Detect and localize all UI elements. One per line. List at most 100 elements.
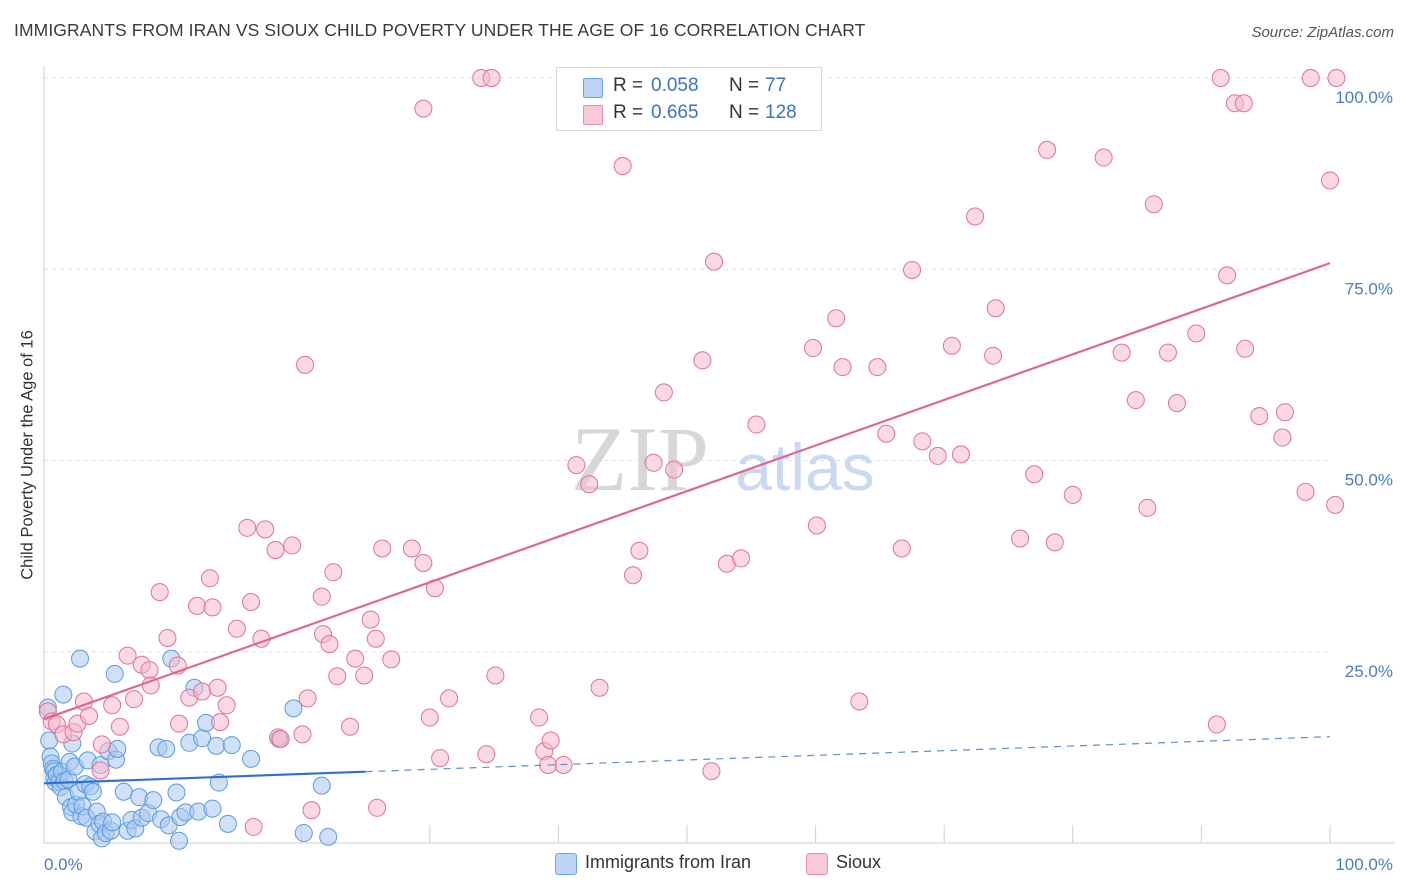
sioux-point [1126, 391, 1145, 410]
sioux-point [271, 729, 290, 748]
sioux-point [654, 383, 673, 402]
sioux-point [346, 649, 365, 668]
sioux-point [942, 336, 961, 355]
iran-point [242, 749, 261, 768]
sioux-point [928, 446, 947, 465]
sioux-point [1025, 465, 1044, 484]
sioux-point [125, 690, 144, 709]
iran-point [319, 827, 338, 846]
sioux-point [1327, 69, 1346, 87]
sioux-point [402, 539, 421, 558]
trend-line-sioux [43, 262, 1331, 721]
sioux-point [1250, 407, 1269, 426]
sioux-point [613, 156, 632, 175]
sioux-point [373, 539, 392, 558]
sioux-point [158, 628, 177, 647]
legend-n-value-iran: 77 [765, 75, 787, 96]
sioux-point [1207, 715, 1226, 734]
sioux-point [986, 299, 1005, 318]
sioux-point [903, 261, 922, 280]
sioux-point [312, 587, 331, 606]
sioux-point [188, 596, 207, 615]
sioux-point [807, 516, 826, 535]
legend-r-label: R = [613, 102, 644, 123]
sioux-point [366, 629, 385, 648]
watermark-zip: ZIP [571, 408, 709, 510]
sioux-point [355, 666, 374, 685]
sioux-point [477, 745, 496, 764]
x-tick-label: 0.0% [44, 855, 83, 874]
sioux-point [966, 207, 985, 226]
sioux-point [1273, 428, 1292, 447]
iran-point [207, 736, 226, 755]
sioux-point [1236, 339, 1255, 358]
iran-point [83, 782, 102, 801]
sioux-point [118, 646, 137, 665]
sioux-point [361, 610, 380, 629]
iran-point [284, 699, 303, 718]
sioux-point [150, 583, 169, 602]
iran-point [54, 685, 73, 704]
sioux-point [530, 708, 549, 727]
legend-r-label: R = [613, 75, 644, 96]
sioux-point [984, 346, 1003, 365]
sioux-point [208, 678, 227, 697]
sioux-point [211, 713, 230, 732]
sioux-point [320, 635, 339, 654]
sioux-point [217, 696, 236, 715]
iran-point [103, 813, 122, 832]
sioux-point [141, 676, 160, 695]
sioux-point [580, 475, 599, 494]
legend-swatch-iran [583, 78, 603, 98]
sioux-point [1296, 482, 1315, 501]
legend-n-value-sioux: 128 [765, 102, 797, 123]
sioux-point [1234, 94, 1253, 113]
sioux-point [644, 453, 663, 472]
legend-swatch-iran [555, 853, 577, 875]
axes [43, 66, 1395, 844]
y-tick-label: 75.0% [1345, 279, 1393, 298]
sioux-point [1144, 195, 1163, 214]
trend-line-iran-dashed [365, 736, 1331, 773]
legend-r-value-iran: 0.058 [651, 75, 699, 96]
sioux-point [238, 518, 257, 537]
sioux-point [541, 731, 560, 750]
sioux-point [804, 339, 823, 358]
sioux-point [892, 539, 911, 558]
iran-point [105, 664, 124, 683]
sioux-point [431, 749, 450, 768]
sioux-point [1218, 266, 1237, 285]
sioux-point [203, 598, 222, 617]
sioux-point [414, 99, 433, 118]
legend-label-iran: Immigrants from Iran [585, 852, 752, 872]
sioux-point [732, 549, 751, 568]
sioux-point [877, 424, 896, 443]
sioux-point [420, 708, 439, 727]
sioux-point [91, 761, 110, 780]
iran-point [218, 814, 237, 833]
sioux-point [1038, 140, 1057, 159]
sioux-point [298, 689, 317, 708]
y-tick-label: 100.0% [1335, 88, 1393, 107]
sioux-point [1011, 529, 1030, 548]
sioux-point [1187, 324, 1206, 343]
legend-n-label: N = [729, 75, 760, 96]
sioux-point [293, 725, 312, 744]
sioux-point [414, 554, 433, 573]
iran-point [157, 739, 176, 758]
iran-point [294, 824, 313, 843]
sioux-point [1138, 498, 1157, 517]
sioux-point [1321, 171, 1339, 190]
sioux-point [110, 717, 129, 736]
sioux-point [567, 456, 586, 475]
sioux-point [368, 798, 387, 817]
sioux-point [1094, 148, 1113, 167]
sioux-point [868, 358, 887, 377]
sioux-point [1275, 403, 1294, 422]
sioux-point [482, 69, 501, 87]
iran-point [144, 791, 163, 810]
tick-labels: 25.0% 50.0% 75.0% 100.0% 0.0% 100.0% [44, 88, 1393, 874]
sioux-point [833, 358, 852, 377]
sioux-point [341, 717, 360, 736]
